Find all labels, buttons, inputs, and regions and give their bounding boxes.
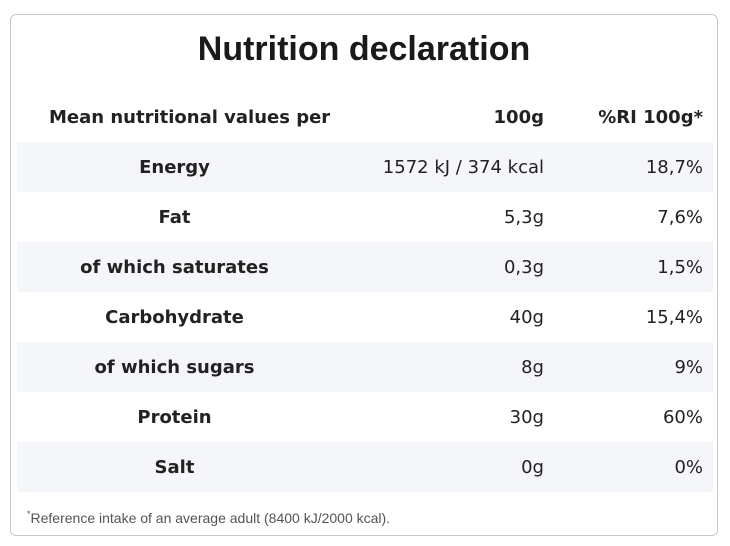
table-header-row: Mean nutritional values per 100g %RI 100… xyxy=(17,92,713,142)
table-row: Fat 5,3g 7,6% xyxy=(17,192,713,242)
header-value: 100g xyxy=(493,106,544,128)
page-title: Nutrition declaration xyxy=(197,30,531,68)
row-value: 30g xyxy=(509,406,544,428)
row-value: 5,3g xyxy=(503,206,544,228)
row-ri: 7,6% xyxy=(657,206,703,228)
row-ri: 9% xyxy=(674,356,703,378)
row-value: 0,3g xyxy=(503,256,544,278)
table-row: of which saturates 0,3g 1,5% xyxy=(17,242,713,292)
row-label: Energy xyxy=(139,156,210,178)
footnote-marker: * xyxy=(27,509,31,519)
nutrition-table: Mean nutritional values per 100g %RI 100… xyxy=(17,92,713,492)
row-ri: 0% xyxy=(674,456,703,478)
table-row: Carbohydrate 40g 15,4% xyxy=(17,292,713,342)
row-value: 8g xyxy=(521,356,544,378)
table-row: Protein 30g 60% xyxy=(17,392,713,442)
footnote: *Reference intake of an average adult (8… xyxy=(27,509,390,526)
row-label: of which sugars xyxy=(94,356,255,378)
row-ri: 15,4% xyxy=(645,306,703,328)
row-value: 1572 kJ / 374 kcal xyxy=(382,156,544,178)
row-label: Protein xyxy=(137,406,212,428)
header-ri: %RI 100g* xyxy=(598,106,703,128)
row-ri: 60% xyxy=(662,406,703,428)
table-row: of which sugars 8g 9% xyxy=(17,342,713,392)
row-label: Carbohydrate xyxy=(105,306,244,328)
row-value: 0g xyxy=(521,456,544,478)
table-row: Energy 1572 kJ / 374 kcal 18,7% xyxy=(17,142,713,192)
row-value: 40g xyxy=(509,306,544,328)
row-label: Fat xyxy=(158,206,191,228)
row-ri: 18,7% xyxy=(645,156,703,178)
footnote-text: Reference intake of an average adult (84… xyxy=(30,510,391,526)
row-label: of which saturates xyxy=(80,256,269,278)
nutrition-card: Nutrition declaration Mean nutritional v… xyxy=(10,14,718,536)
row-label: Salt xyxy=(154,456,195,478)
row-ri: 1,5% xyxy=(657,256,703,278)
header-label: Mean nutritional values per xyxy=(49,106,331,128)
table-row: Salt 0g 0% xyxy=(17,442,713,492)
